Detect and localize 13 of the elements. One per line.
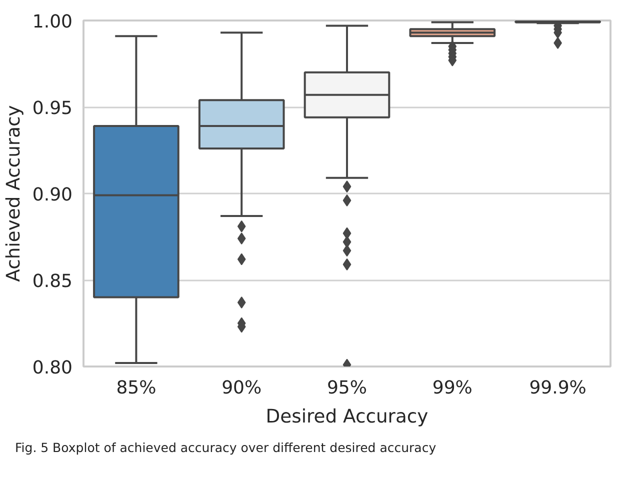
y-tick-label: 0.85 xyxy=(32,271,72,292)
x-tick-label: 99% xyxy=(432,378,472,398)
caption: Fig. 5 Boxplot of achieved accuracy over different desired accuracy xyxy=(15,439,436,457)
y-tick-label: 1.00 xyxy=(32,12,72,32)
x-tick-label: 90% xyxy=(222,378,262,398)
x-tick-label: 99.9% xyxy=(529,378,586,398)
y-tick-label: 0.80 xyxy=(32,358,72,378)
y-axis-title: Achieved Accuracy xyxy=(3,105,24,282)
y-tick-label: 0.95 xyxy=(32,98,72,119)
y-tick-label: 0.90 xyxy=(32,184,72,206)
x-tick-label: 85% xyxy=(116,378,156,398)
x-axis-title: Desired Accuracy xyxy=(266,406,428,428)
x-tick-label: 95% xyxy=(326,378,368,398)
